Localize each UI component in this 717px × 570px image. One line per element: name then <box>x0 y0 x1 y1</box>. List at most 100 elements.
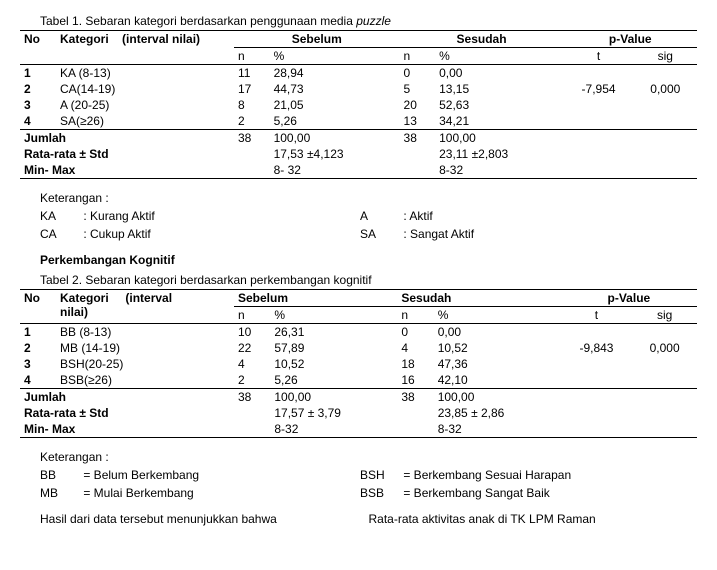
cell-sb-n: 10 <box>234 324 270 341</box>
minmax-sd: 8-32 <box>434 421 561 438</box>
cell-kat: BSB(≥26) <box>56 372 234 389</box>
legend-key: MB <box>40 484 80 502</box>
th-sebelum: Sebelum <box>234 290 397 307</box>
summary-row: Rata-rata ± Std 17,53 ±4,123 23,11 ±2,80… <box>20 146 697 162</box>
legend-key: BB <box>40 466 80 484</box>
cell-sb-n: 17 <box>234 81 270 97</box>
cell-sd-n: 5 <box>400 81 436 97</box>
legend-key: KA <box>40 207 80 225</box>
jumlah-sb-p: 100,00 <box>270 389 397 406</box>
legend-key: A <box>360 207 400 225</box>
cell-kat: KA (8-13) <box>56 65 234 82</box>
legend2: Keterangan : BB = Belum Berkembang BSH =… <box>40 448 697 502</box>
table-row: 4 SA(≥26) 2 5,26 13 34,21 <box>20 113 697 130</box>
th-sesudah: Sesudah <box>400 31 564 48</box>
table-row: 4 BSB(≥26) 2 5,26 16 42,10 <box>20 372 697 389</box>
cell-sb-p: 10,52 <box>270 356 397 372</box>
cell-sd-p: 52,63 <box>435 97 563 113</box>
cell-t: -9,843 <box>561 340 633 356</box>
minmax-sd: 8-32 <box>435 162 563 179</box>
bottom-right: Rata-rata aktivitas anak di TK LPM Raman <box>359 512 678 526</box>
minmax-sb: 8-32 <box>270 421 397 438</box>
cell-sd-p: 0,00 <box>435 65 563 82</box>
th-pvalue: p-Value <box>561 290 697 307</box>
cell-sd-n: 20 <box>400 97 436 113</box>
cell-sb-n: 4 <box>234 356 270 372</box>
legend-title: Keterangan : <box>40 448 697 466</box>
cell-sb-n: 2 <box>234 113 270 130</box>
jumlah-sb-n: 38 <box>234 389 270 406</box>
table1-title: Tabel 1. Sebaran kategori berdasarkan pe… <box>40 14 697 28</box>
cell-sd-p: 10,52 <box>434 340 561 356</box>
cell-no: 3 <box>20 356 56 372</box>
th-sd-pct: % <box>435 48 563 65</box>
cell-no: 1 <box>20 324 56 341</box>
th-nilai-label: nilai) <box>60 305 88 319</box>
summary-row: Jumlah 38 100,00 38 100,00 <box>20 389 697 406</box>
legend-val: : Cukup Aktif <box>83 227 150 241</box>
jumlah-sd-n: 38 <box>400 130 436 147</box>
th-interval-label: (interval nilai) <box>122 32 200 46</box>
th-sebelum: Sebelum <box>234 31 400 48</box>
cell-kat: A (20-25) <box>56 97 234 113</box>
cell-kat: CA(14-19) <box>56 81 234 97</box>
jumlah-sd-p: 100,00 <box>435 130 563 147</box>
legend-key: BSB <box>360 484 400 502</box>
th-interval-label: (interval <box>125 291 172 305</box>
cell-sb-p: 26,31 <box>270 324 397 341</box>
th-kategori: Kategori (interval nilai) <box>56 290 234 324</box>
cell-sd-p: 13,15 <box>435 81 563 97</box>
table1-title-text: Tabel 1. Sebaran kategori berdasarkan pe… <box>40 14 356 28</box>
th-sd-n: n <box>400 48 436 65</box>
table1: No Kategori (interval nilai) Sebelum Ses… <box>20 30 697 179</box>
th-sig: sig <box>634 48 697 65</box>
rata-sb: 17,53 ±4,123 <box>270 146 400 162</box>
minmax-label: Min- Max <box>20 421 234 438</box>
table2: No Kategori (interval nilai) Sebelum Ses… <box>20 289 697 438</box>
table-row: 1 BB (8-13) 10 26,31 0 0,00 <box>20 324 697 341</box>
cell-kat: BB (8-13) <box>56 324 234 341</box>
cell-sd-n: 16 <box>397 372 433 389</box>
cell-sd-p: 47,36 <box>434 356 561 372</box>
th-sb-pct: % <box>270 307 397 324</box>
cell-sb-p: 57,89 <box>270 340 397 356</box>
table-row: 3 BSH(20-25) 4 10,52 18 47,36 <box>20 356 697 372</box>
jumlah-label: Jumlah <box>20 389 234 406</box>
table1-title-italic: puzzle <box>356 14 391 28</box>
th-kategori-label: Kategori <box>60 291 109 305</box>
th-kategori-label: Kategori <box>60 32 109 46</box>
cell-sb-n: 11 <box>234 65 270 82</box>
cell-sd-n: 13 <box>400 113 436 130</box>
th-no: No <box>20 31 56 65</box>
cell-kat: MB (14-19) <box>56 340 234 356</box>
rata-label: Rata-rata ± Std <box>20 405 234 421</box>
legend-val: = Berkembang Sangat Baik <box>403 486 549 500</box>
rata-sd: 23,85 ± 2,86 <box>434 405 561 421</box>
cell-sd-n: 18 <box>397 356 433 372</box>
th-kategori: Kategori (interval nilai) <box>56 31 234 65</box>
summary-row: Rata-rata ± Std 17,57 ± 3,79 23,85 ± 2,8… <box>20 405 697 421</box>
th-sd-n: n <box>397 307 433 324</box>
legend-key: SA <box>360 225 400 243</box>
cell-no: 4 <box>20 372 56 389</box>
cell-sd-n: 4 <box>397 340 433 356</box>
minmax-label: Min- Max <box>20 162 234 179</box>
legend-val: = Berkembang Sesuai Harapan <box>403 468 571 482</box>
th-sig: sig <box>632 307 697 324</box>
rata-sd: 23,11 ±2,803 <box>435 146 563 162</box>
rata-sb: 17,57 ± 3,79 <box>270 405 397 421</box>
table-row: 3 A (20-25) 8 21,05 20 52,63 <box>20 97 697 113</box>
cell-sig: 0,000 <box>632 340 697 356</box>
minmax-sb: 8- 32 <box>270 162 400 179</box>
cell-sb-p: 28,94 <box>270 65 400 82</box>
jumlah-sb-n: 38 <box>234 130 270 147</box>
th-no: No <box>20 290 56 324</box>
legend-val: : Aktif <box>403 209 432 223</box>
cell-sb-p: 44,73 <box>270 81 400 97</box>
jumlah-sb-p: 100,00 <box>270 130 400 147</box>
summary-row: Min- Max 8-32 8-32 <box>20 421 697 438</box>
cell-sd-p: 0,00 <box>434 324 561 341</box>
cell-t: -7,954 <box>564 81 634 97</box>
th-t: t <box>561 307 633 324</box>
cell-sd-n: 0 <box>397 324 433 341</box>
